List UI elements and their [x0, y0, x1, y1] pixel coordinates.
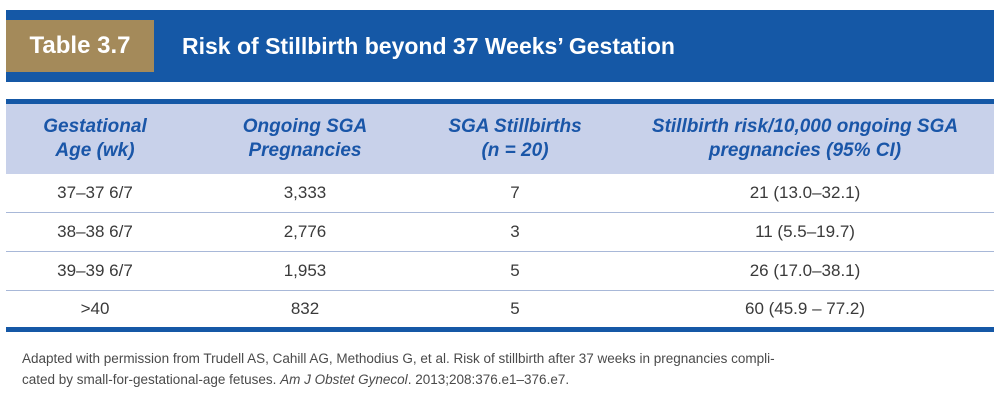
- title-banner: [6, 10, 994, 82]
- cell-sga-stillbirths: 3: [510, 222, 520, 241]
- cell-gestational-age: 38–38 6/7: [57, 222, 133, 241]
- row-separator: [6, 251, 994, 252]
- cell-sga-stillbirths: 5: [510, 261, 520, 280]
- cell-ongoing-sga: 832: [290, 299, 320, 318]
- cell-ongoing-sga: 1,953: [283, 261, 327, 280]
- cell-sga-stillbirths: 7: [510, 183, 520, 202]
- row-separator: [6, 212, 994, 213]
- header-row: [6, 104, 994, 174]
- table-row: 39–39 6/7 1,953 5 26 (17.0–38.1): [6, 252, 994, 290]
- cell-gestational-age: >40: [80, 299, 110, 318]
- cell-ongoing-sga: 2,776: [283, 222, 327, 241]
- column-header-sga-stillbirths: SGA Stillbirths (n = 20): [448, 116, 582, 161]
- journal-name: Am J Obstet Gynecol: [280, 372, 408, 387]
- cell-stillbirth-risk: 21 (13.0–32.1): [749, 183, 861, 202]
- column-header-gestational-age: Gestational Age (wk): [43, 116, 147, 161]
- top-rule: [6, 99, 994, 104]
- table-row: >40 832 5 60 (45.9 – 77.2): [6, 290, 994, 328]
- cell-stillbirth-risk: 26 (17.0–38.1): [749, 261, 861, 280]
- bottom-rule: [6, 327, 994, 332]
- cell-ongoing-sga: 3,333: [283, 183, 327, 202]
- source-footnote: Adapted with permission from Trudell AS,…: [22, 351, 775, 387]
- table-row: 37–37 6/7 3,333 7 21 (13.0–32.1): [6, 174, 994, 212]
- cell-stillbirth-risk: 60 (45.9 – 77.2): [744, 299, 866, 318]
- table-title: Risk of Stillbirth beyond 37 Weeks’ Gest…: [182, 32, 675, 59]
- cell-sga-stillbirths: 5: [510, 299, 520, 318]
- cell-gestational-age: 39–39 6/7: [57, 261, 133, 280]
- row-separator: [6, 290, 994, 291]
- column-header-stillbirth-risk: Stillbirth risk/10,000 ongoing SGA pregna…: [651, 116, 959, 161]
- column-header-ongoing-sga: Ongoing SGA Pregnancies: [242, 116, 368, 161]
- table-label: Table 3.7: [6, 20, 154, 72]
- cell-gestational-age: 37–37 6/7: [57, 183, 133, 202]
- cell-stillbirth-risk: 11 (5.5–19.7): [755, 222, 855, 241]
- table-row: 38–38 6/7 2,776 3 11 (5.5–19.7): [6, 213, 994, 251]
